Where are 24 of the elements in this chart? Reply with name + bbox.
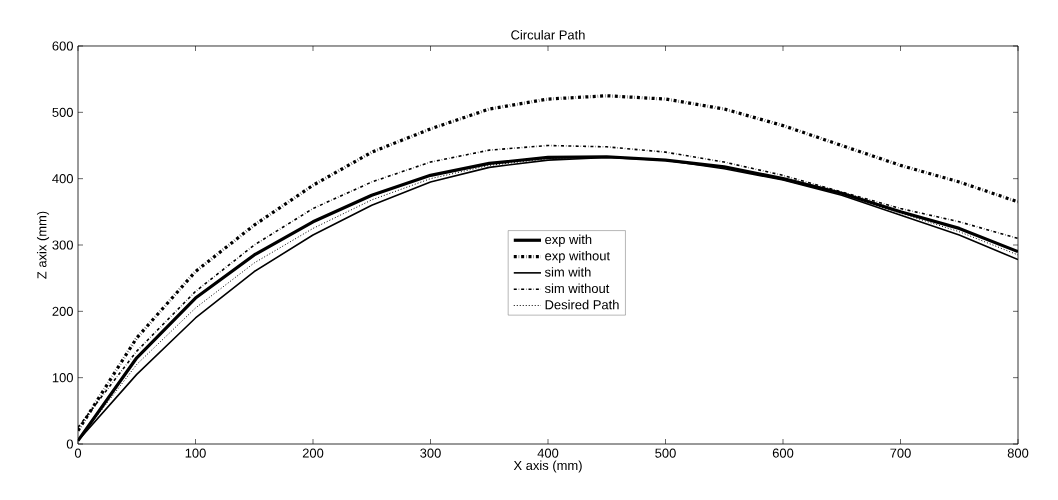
legend-label: sim with xyxy=(544,267,591,277)
x-tick-label: 800 xyxy=(1007,448,1029,458)
y-axis-title: Z axix (mm) xyxy=(36,211,50,279)
x-tick-label: 300 xyxy=(420,448,441,458)
legend-label: exp with xyxy=(545,234,592,247)
y-tick-label: 300 xyxy=(52,240,73,250)
x-axis-title: X axis (mm) xyxy=(513,460,582,473)
x-tick-label: 500 xyxy=(655,448,676,458)
x-tick-label: 200 xyxy=(302,448,324,458)
x-tick-label: 700 xyxy=(890,448,911,458)
legend-label: exp without xyxy=(545,250,610,263)
y-tick-label: 400 xyxy=(52,174,73,184)
x-tick-label: 0 xyxy=(74,448,82,458)
y-tick-label: 0 xyxy=(66,439,73,449)
chart-title: Circular Path xyxy=(511,29,585,40)
x-tick-label: 100 xyxy=(185,448,206,458)
y-tick-label: 600 xyxy=(52,41,73,51)
y-tick-label: 200 xyxy=(52,306,73,316)
x-tick-label: 600 xyxy=(772,448,794,458)
y-tick-label: 100 xyxy=(52,373,73,383)
legend-label: Desired Path xyxy=(545,299,619,310)
y-tick-label: 500 xyxy=(52,107,73,117)
legend-label: sim without xyxy=(544,283,610,294)
x-tick-label: 400 xyxy=(537,448,559,458)
